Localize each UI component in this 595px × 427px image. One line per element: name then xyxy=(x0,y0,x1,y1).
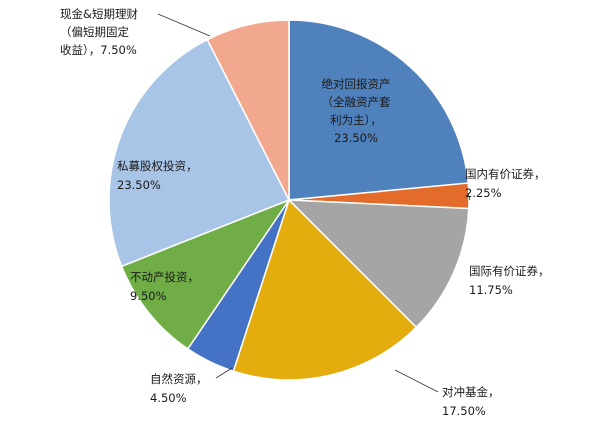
slice-label-4-line-1: 4.50% xyxy=(150,391,187,405)
slice-label-2-line-1: 11.75% xyxy=(469,283,513,297)
slice-label-5-line-1: 9.50% xyxy=(130,289,167,303)
slice-label-6-line-0: 私募股权投资， xyxy=(117,159,198,173)
slice-label-0-line-3: 23.50% xyxy=(334,131,378,145)
pie-slice-6 xyxy=(108,38,291,268)
slice-label-5-line-0: 不动产投资， xyxy=(130,270,199,284)
slice-label-5: 不动产投资， 9.50% xyxy=(130,270,199,303)
leader-line-4 xyxy=(215,367,233,379)
slice-label-6: 私募股权投资， 23.50% xyxy=(117,159,198,192)
pie-slice-5 xyxy=(120,198,291,350)
slice-label-1-line-0: 国内有价证券， xyxy=(465,167,546,181)
slice-label-1: 国内有价证券， 2.25% xyxy=(465,167,546,200)
slice-label-3-line-0: 对冲基金， xyxy=(442,385,500,399)
leader-line-3 xyxy=(394,369,439,393)
slice-label-2: 国际有价证券， 11.75% xyxy=(469,264,550,297)
pie-slice-0 xyxy=(288,19,470,201)
slice-label-7: 现金&短期理财 （偏短期固定收益），7.50% xyxy=(60,7,138,57)
slice-label-7-line-2: 收益），7.50% xyxy=(60,43,137,57)
slice-label-6-line-1: 23.50% xyxy=(117,178,161,192)
pie-slice-3 xyxy=(232,198,418,381)
slice-label-0-line-1: （全融资产套 xyxy=(322,95,391,109)
slice-label-4-line-0: 自然资源， xyxy=(150,372,208,386)
slice-label-3-line-1: 17.50% xyxy=(442,404,486,418)
leader-line-7 xyxy=(157,13,211,37)
slice-label-7-line-0: 现金&短期理财 xyxy=(60,7,138,21)
pie-slice-2 xyxy=(287,199,470,329)
slice-label-0-line-0: 绝对回报资产 xyxy=(322,77,391,91)
pie-slice-7 xyxy=(206,19,290,201)
slice-label-2-line-0: 国际有价证券， xyxy=(469,264,550,278)
leader-line-1 xyxy=(467,192,471,201)
slice-label-7-line-1: （偏短期固定 xyxy=(60,25,129,39)
slice-label-0: 绝对回报资产 （全融资产套利为主）， 23.50% xyxy=(322,77,391,145)
slice-label-3: 对冲基金， 17.50% xyxy=(442,385,500,418)
slice-label-4: 自然资源， 4.50% xyxy=(150,372,208,405)
slice-label-0-line-2: 利为主）， xyxy=(330,113,382,127)
slice-label-1-line-1: 2.25% xyxy=(465,186,502,200)
